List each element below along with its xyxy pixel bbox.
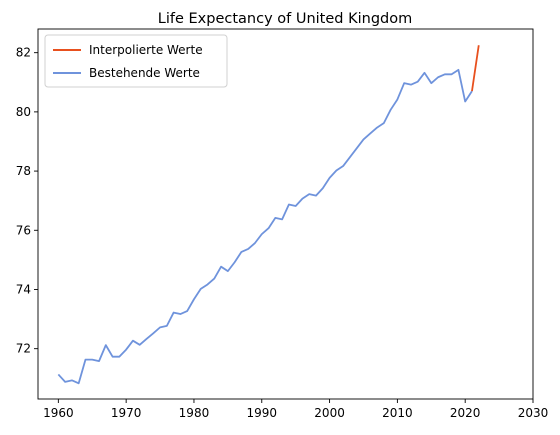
- series-line-existing: [57, 68, 473, 385]
- x-tick-label: 2030: [518, 406, 549, 420]
- x-tick-label: 1970: [111, 406, 142, 420]
- x-axis: 1960 1970 1980 1990 2000 2010 2020 2030: [43, 399, 548, 420]
- x-tick-label: 2020: [450, 406, 481, 420]
- legend-box: [44, 34, 228, 88]
- y-tick-label: 82: [16, 46, 31, 60]
- x-tick-label: 2010: [382, 406, 413, 420]
- y-tick-label: 74: [16, 282, 31, 296]
- chart-title: Life Expectancy of United Kingdom: [158, 11, 412, 27]
- x-tick-label: 1980: [179, 406, 210, 420]
- legend-label-interpolated: Interpolierte Werte: [89, 43, 203, 57]
- series-layer: [57, 45, 480, 385]
- y-tick-label: 80: [16, 105, 31, 119]
- x-tick-label: 1990: [246, 406, 277, 420]
- x-tick-label: 1960: [43, 406, 74, 420]
- legend: Interpolierte Werte Bestehende Werte: [44, 34, 228, 88]
- legend-label-existing: Bestehende Werte: [89, 66, 200, 80]
- y-tick-label: 72: [16, 342, 31, 356]
- y-axis: 72 74 76 78 80 82: [16, 46, 38, 356]
- series-line-interpolated: [471, 45, 480, 92]
- x-tick-label: 2000: [314, 406, 345, 420]
- y-tick-label: 78: [16, 164, 31, 178]
- y-tick-label: 76: [16, 223, 31, 237]
